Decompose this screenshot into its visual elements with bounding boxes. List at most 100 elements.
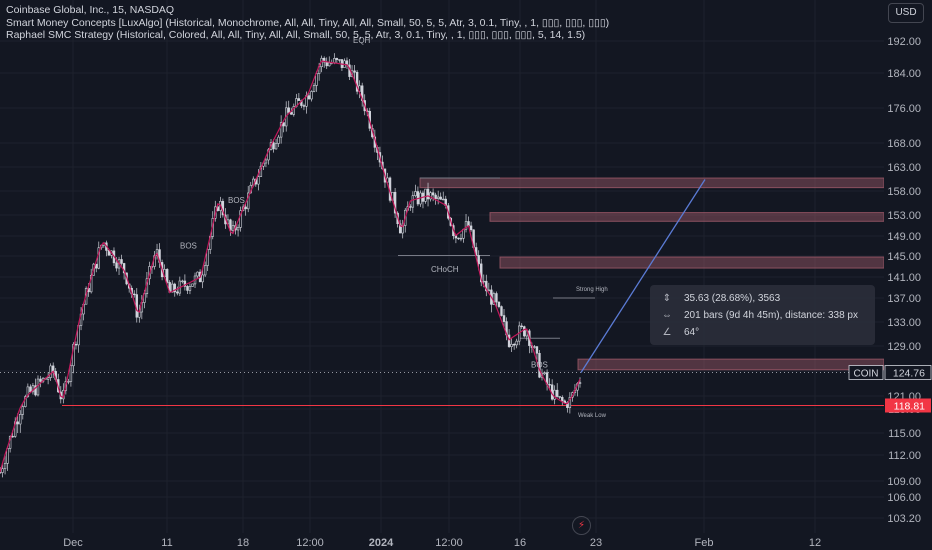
candle-body [244,206,247,210]
measure-angle: 64° [684,327,700,338]
smc-label: BOS [228,196,245,205]
candle-body [442,198,445,201]
currency-button[interactable]: USD [888,3,924,23]
strategy-line [0,60,581,473]
measure-line[interactable] [580,179,706,373]
price-tick-label: 163.00 [887,162,921,174]
candle-body [459,237,463,240]
supply-zone [489,212,885,222]
candle-body [556,389,559,397]
candle-body [191,283,194,287]
time-axis[interactable]: Dec 11 18 12:00 2024 12:00 16 23 Feb 12 [0,533,932,550]
candle-body [485,280,488,292]
candle-body [236,227,240,231]
candle-body [277,136,280,144]
time-tick-label: 11 [161,537,172,549]
candle-body [165,269,169,283]
candle-body [469,225,473,231]
candle-body [515,340,518,346]
structure-levels [0,177,884,406]
price-tick-label: 184.00 [887,68,921,80]
candle-body [487,289,491,292]
candle-body [186,286,189,291]
candle-body [464,221,468,230]
indicator-raphael[interactable]: Raphael SMC Strategy (Historical, Colore… [6,29,586,41]
candles [0,53,582,478]
candle-body [500,306,503,316]
candle-body [203,265,207,276]
symbol-title[interactable]: Coinbase Global, Inc., 15, NASDAQ [6,4,175,16]
current-price-label: 124.76 [893,368,925,380]
smc-label: EQH [353,36,371,45]
candle-body [424,188,427,202]
candle-body [322,57,326,63]
candle-body [181,280,184,283]
candle-body [122,263,126,274]
candle-body [0,472,2,474]
candle-body [416,191,420,205]
indicator-luxalgo[interactable]: Smart Money Concepts [LuxAlgo] (Historic… [6,16,610,29]
candle-body [1,468,4,473]
candle-body [497,301,501,307]
candle-body [533,346,536,348]
candle-body [297,98,301,101]
candle-body [89,275,93,293]
candle-body [133,293,136,296]
candle-body [510,343,513,347]
candle-body [535,346,539,354]
candle-body [39,378,42,382]
lightning-icon[interactable]: ⚡ [572,516,591,535]
candle-body [520,325,523,328]
candle-body [426,188,430,200]
candle-body [24,396,27,407]
symbol-tag [848,365,884,380]
price-tick-label: 158.00 [887,186,921,198]
candle-body [558,396,561,398]
candle-body [548,384,551,386]
time-tick-label: Feb [695,537,714,549]
candle-body [29,386,32,393]
price-tags: COIN 124.76 118.81 [848,365,932,413]
candle-body [173,283,176,293]
candle-body [436,196,440,200]
price-tick-label: 112.00 [888,450,921,462]
price-tick-label: 109.00 [887,476,921,488]
candle-body [507,334,511,347]
bearish-price-label: 118.81 [894,400,925,412]
candle-body [335,58,339,60]
candle-body [292,106,295,115]
candle-body [16,421,19,425]
candle-body [239,210,242,228]
candle-body [3,462,7,470]
price-tick-label: 115.00 [888,428,921,440]
candle-body [287,107,290,113]
candle-body [120,259,123,264]
candle-body [49,365,52,378]
candle-body [353,70,356,73]
candle-body [543,372,546,374]
candle-body [183,280,187,287]
candle-body [201,274,204,283]
candle-body [393,191,397,214]
smc-label: Strong High [576,287,608,293]
price-axis[interactable]: 192.00 184.00 176.00 168.00 163.00 158.00 153.… [884,0,932,550]
candle-body [312,85,316,92]
candle-body [188,286,192,291]
candle-body [69,365,73,382]
candle-body [279,122,283,138]
candle-body [257,176,260,185]
smc-label: Weak Low [578,413,607,419]
time-tick-label: Dec [63,537,83,549]
candle-body [67,381,70,383]
candle-body [310,91,313,100]
candle-body [231,225,235,231]
measure-tooltip: ⇕ 35.63 (28.68%), 3563 ⇔ 201 bars (9d 4h… [650,285,875,345]
candle-body [290,112,293,115]
candle-body [561,397,564,402]
price-tick-label: 192.00 [887,36,921,48]
candle-body [46,377,50,380]
time-tick-label: 12 [809,537,821,549]
candle-body [429,192,432,200]
price-tick-label: 145.00 [887,251,921,263]
